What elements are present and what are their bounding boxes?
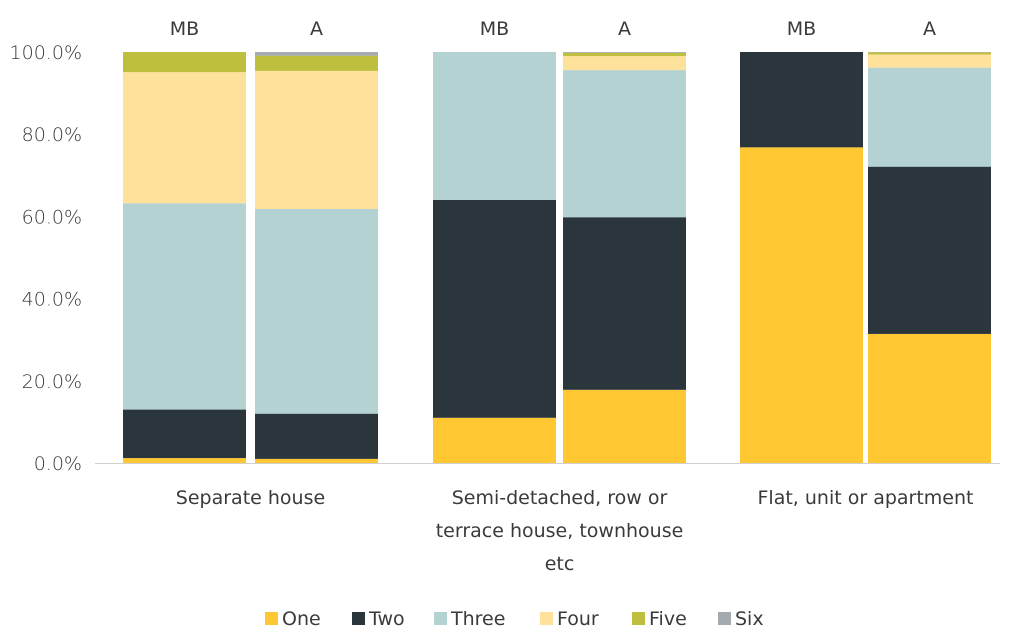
bar-segment-four <box>563 56 686 71</box>
bar-segment-four <box>123 72 246 204</box>
bar-segment-three <box>123 203 246 410</box>
category-label: Separate house <box>176 487 325 509</box>
bar-segment-two <box>255 413 378 459</box>
legend-label-two: Two <box>368 608 405 630</box>
bar-segment-three <box>563 70 686 218</box>
bar-segment-one <box>433 417 556 463</box>
bar-segment-two <box>868 166 991 334</box>
bar-top-label: A <box>923 18 936 40</box>
legend-swatch-six <box>718 612 731 625</box>
bar-segment-two <box>740 52 863 148</box>
bar-segment-three <box>433 52 556 200</box>
bar-segment-five <box>868 52 991 55</box>
bar-top-label: A <box>310 18 323 40</box>
legend-label-one: One <box>282 608 321 630</box>
category-label: terrace house, townhouse <box>436 520 684 542</box>
bar-segment-one <box>123 458 246 463</box>
category-label: etc <box>545 553 575 575</box>
bar-segment-five <box>255 55 378 71</box>
bar-segment-one <box>255 458 378 463</box>
bar-segment-three <box>255 209 378 414</box>
bar-segment-two <box>563 217 686 390</box>
legend-label-four: Four <box>557 608 599 630</box>
bar-segment-three <box>868 67 991 167</box>
legend-swatch-two <box>352 612 365 625</box>
bar-segment-four <box>868 54 991 68</box>
legend-swatch-one <box>265 612 278 625</box>
bar-top-label: A <box>618 18 631 40</box>
bar-segment-two <box>123 409 246 459</box>
bar-segment-six <box>563 52 686 53</box>
category-label: Flat, unit or apartment <box>757 487 973 509</box>
bar-segment-one <box>740 147 863 464</box>
y-tick-label: 20.0% <box>22 371 82 393</box>
y-tick-label: 40.0% <box>22 289 82 311</box>
legend-label-three: Three <box>450 608 505 630</box>
y-tick-label: 60.0% <box>22 206 82 228</box>
legend-swatch-three <box>434 612 447 625</box>
y-tick-label: 0.0% <box>34 453 82 475</box>
bar-top-label: MB <box>787 18 816 40</box>
bar-segment-five <box>123 52 246 73</box>
bar-segment-four <box>255 70 378 210</box>
bar-top-label: MB <box>170 18 199 40</box>
y-tick-label: 100.0% <box>10 42 82 64</box>
y-tick-label: 80.0% <box>22 124 82 146</box>
legend-label-five: Five <box>649 608 687 630</box>
legend-swatch-five <box>632 612 645 625</box>
legend-swatch-four <box>540 612 553 625</box>
bar-segment-five <box>563 52 686 57</box>
bar-segment-six <box>255 52 378 56</box>
bar-top-label: MB <box>480 18 509 40</box>
category-label: Semi-detached, row or <box>452 487 668 509</box>
bar-segment-one <box>563 389 686 463</box>
bar-segment-two <box>433 199 556 418</box>
legend-label-six: Six <box>735 608 764 630</box>
bar-segment-one <box>868 333 991 463</box>
